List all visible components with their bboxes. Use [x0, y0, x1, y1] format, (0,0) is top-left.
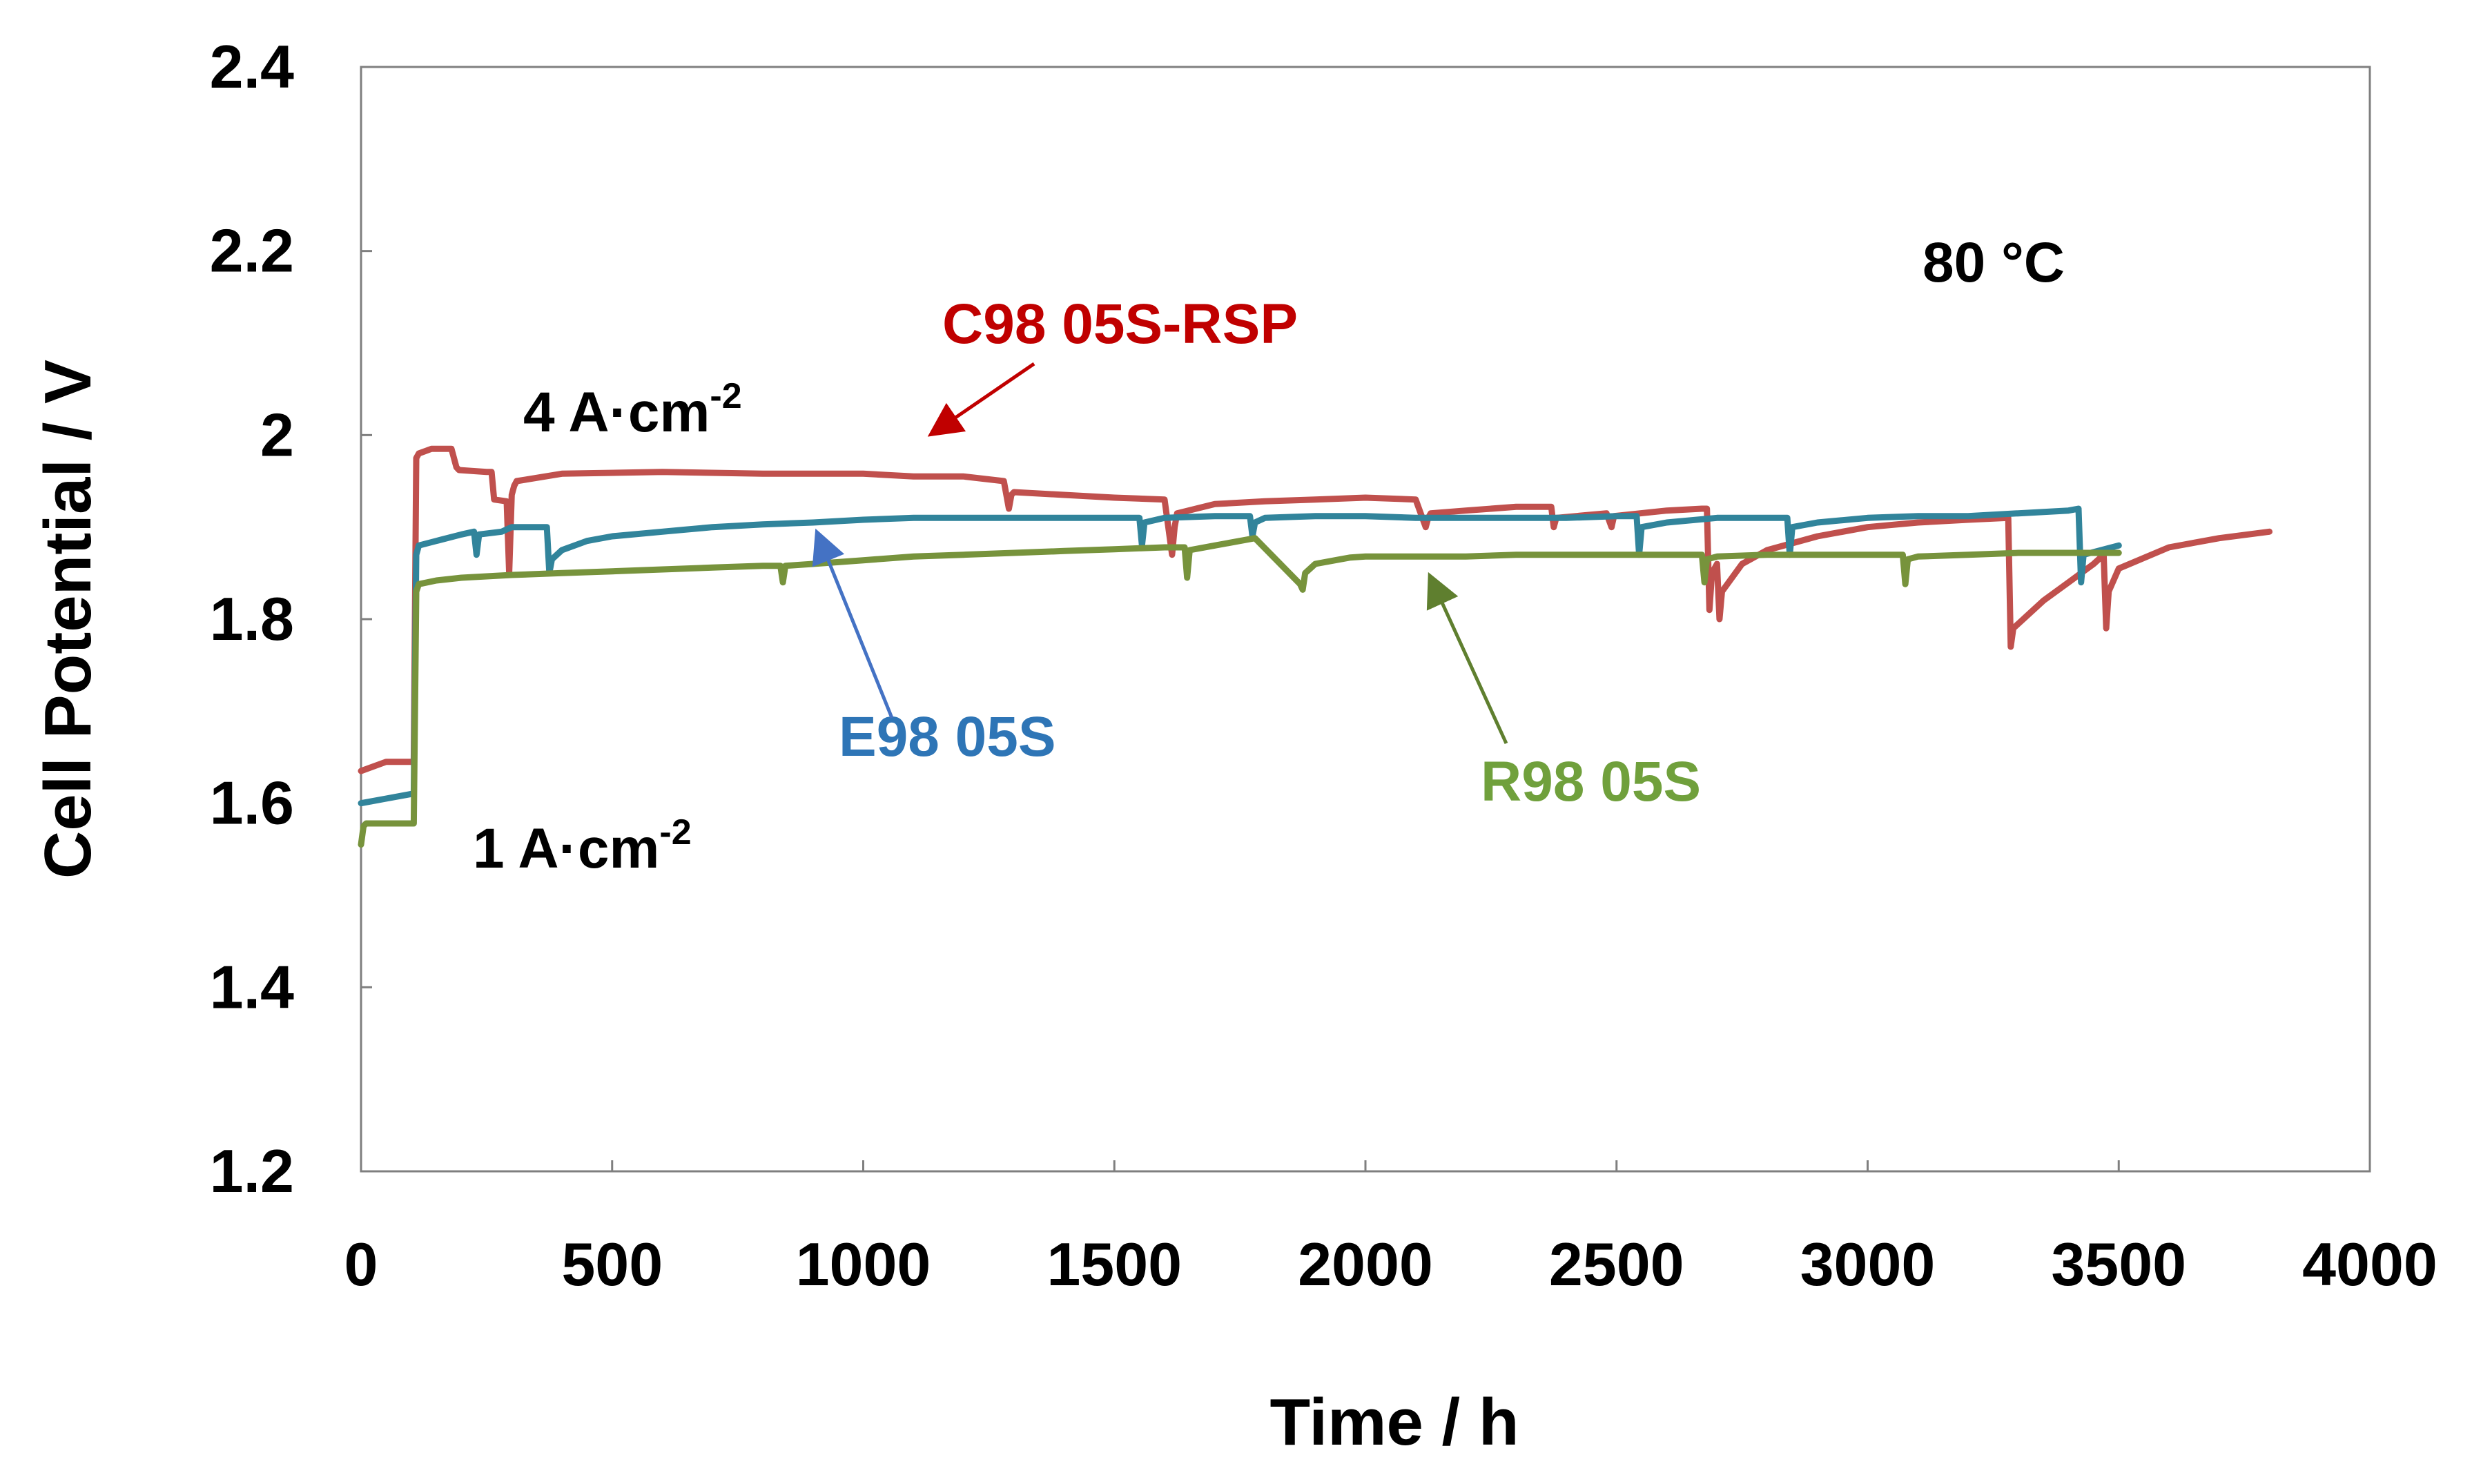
annotation-text: C98 05S-RSP	[942, 293, 1298, 355]
series-label-c98: C98 05S-RSP	[942, 293, 1298, 355]
y-tick-label: 2.2	[210, 217, 294, 285]
x-axis: 0 500 1000 1500 2000 2500 3000 3500 4000	[344, 1160, 2437, 1298]
x-tick-label: 500	[561, 1230, 663, 1298]
annotation-text: R98 05S	[1481, 750, 1701, 813]
y-axis: 1.2 1.4 1.6 1.8 2 2.2 2.4	[210, 32, 372, 1205]
annotation-text: 80 °C	[1923, 231, 2065, 294]
series-layer	[358, 445, 2273, 848]
annotation-high-current: 4 A·cm-2	[523, 376, 742, 444]
series-line-c98-05s-rsp	[358, 445, 2273, 774]
y-tick-label: 1.2	[210, 1137, 294, 1205]
x-tick-label: 4000	[2302, 1230, 2437, 1298]
plot-area	[360, 66, 2371, 1173]
y-tick-label: 2.4	[210, 32, 294, 101]
series-line-r98-05s	[358, 535, 2122, 848]
x-tick-label: 1000	[796, 1230, 931, 1298]
x-tick-label: 3000	[1800, 1230, 1936, 1298]
arrow-c98	[927, 362, 1035, 437]
x-tick-label: 2500	[1549, 1230, 1684, 1298]
y-axis-title: Cell Potential / V	[31, 360, 105, 879]
y-tick-label: 1.8	[210, 585, 294, 653]
y-tick-label: 2	[260, 400, 294, 469]
x-axis-title: Time / h	[1270, 1385, 1519, 1459]
annotation-temperature: 80 °C	[1923, 231, 2065, 294]
x-tick-label: 1500	[1047, 1230, 1182, 1298]
annotation-superscript: -2	[710, 376, 741, 416]
annotation-superscript: -2	[659, 812, 691, 852]
y-tick-label: 1.6	[210, 769, 294, 837]
arrow-r98	[1426, 572, 1508, 745]
annotation-text: 1 A·cm	[473, 817, 659, 880]
arrow-e98	[812, 528, 894, 719]
x-tick-label: 0	[344, 1230, 378, 1298]
annotation-text: E98 05S	[839, 705, 1056, 768]
annotation-text: 4 A·cm	[523, 381, 710, 444]
x-tick-label: 2000	[1298, 1230, 1433, 1298]
series-line-e98-05s	[358, 505, 2122, 807]
x-tick-label: 3500	[2051, 1230, 2186, 1298]
annotation-low-current: 1 A·cm-2	[473, 812, 692, 880]
series-label-r98: R98 05S	[1481, 750, 1701, 813]
y-tick-label: 1.4	[210, 953, 294, 1021]
series-label-e98: E98 05S	[839, 705, 1056, 768]
